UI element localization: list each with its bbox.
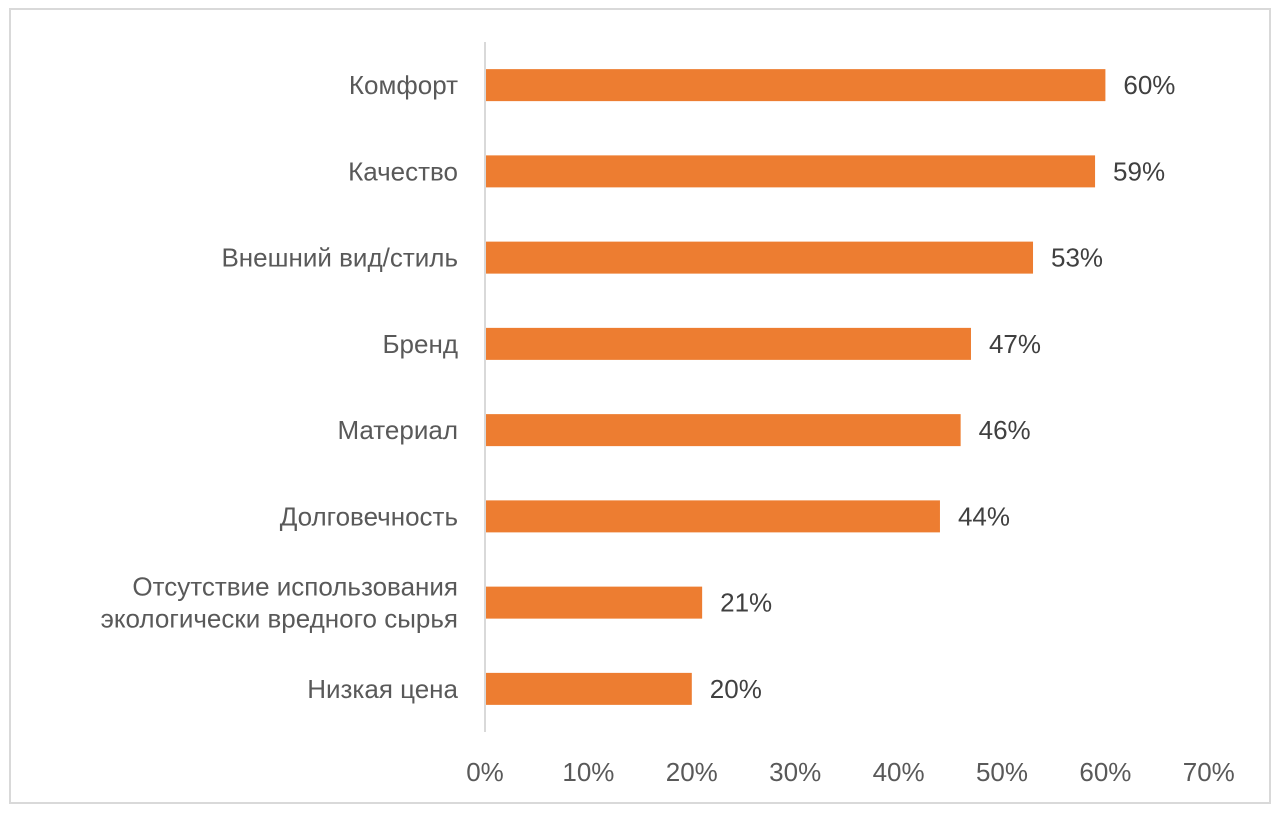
- data-label-0: 60%: [1123, 70, 1175, 100]
- data-label-6: 21%: [720, 588, 772, 618]
- bar-4: [485, 414, 961, 447]
- x-tick-label-4: 40%: [873, 757, 925, 787]
- bar-7: [485, 672, 692, 705]
- bar-5: [485, 500, 940, 533]
- data-label-5: 44%: [958, 501, 1010, 531]
- category-label-6-line-1: экологически вредного сырья: [101, 604, 458, 634]
- bar-6: [485, 586, 703, 619]
- x-tick-label-2: 20%: [666, 757, 718, 787]
- x-tick-label-1: 10%: [562, 757, 614, 787]
- bar-0: [485, 69, 1106, 102]
- bar-1: [485, 155, 1096, 188]
- category-labels: Комфорт Качество Внешний вид/стиль Бренд Мат…: [101, 70, 459, 704]
- category-label-4: Материал: [337, 415, 458, 445]
- bar-2: [485, 241, 1034, 274]
- x-tick-label-5: 50%: [976, 757, 1028, 787]
- data-labels: 60% 59% 53% 47% 46% 44% 21% 20%: [710, 70, 1176, 704]
- data-label-4: 46%: [979, 415, 1031, 445]
- bar-3: [485, 327, 971, 360]
- data-label-2: 53%: [1051, 243, 1103, 273]
- x-tick-label-6: 60%: [1079, 757, 1131, 787]
- x-tick-label-0: 0%: [466, 757, 504, 787]
- category-label-6-line-0: Отсутствие использования: [132, 572, 458, 602]
- category-label-7: Низкая цена: [307, 674, 458, 704]
- x-axis-ticks: 0% 10% 20% 30% 40% 50% 60% 70%: [466, 757, 1235, 787]
- category-label-3: Бренд: [382, 329, 458, 359]
- data-label-1: 59%: [1113, 156, 1165, 186]
- data-label-7: 20%: [710, 674, 762, 704]
- category-label-5: Долговечность: [280, 501, 458, 531]
- category-label-2: Внешний вид/стиль: [221, 243, 458, 273]
- x-tick-label-3: 30%: [769, 757, 821, 787]
- x-tick-label-7: 70%: [1183, 757, 1235, 787]
- bars-layer: [485, 69, 1106, 705]
- data-label-3: 47%: [989, 329, 1041, 359]
- chart-frame: [9, 8, 1271, 804]
- category-label-1: Качество: [348, 156, 458, 186]
- category-label-0: Комфорт: [349, 70, 458, 100]
